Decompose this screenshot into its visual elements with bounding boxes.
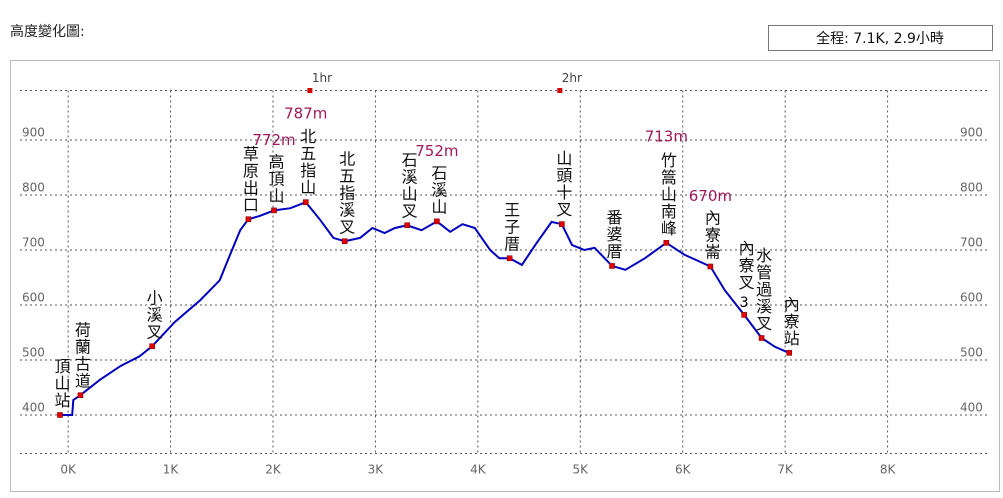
- waypoint-name: 石溪山: [428, 164, 447, 215]
- y-tick-label-right: 700: [960, 236, 983, 250]
- waypoint-marker: [341, 238, 348, 244]
- y-tick-label: 800: [22, 181, 45, 195]
- x-tick-label: 7K: [777, 463, 794, 477]
- summary-box: [768, 25, 993, 51]
- waypoint-marker: [245, 216, 252, 222]
- waypoint-note: 3: [740, 295, 749, 311]
- hour-label: 1hr: [312, 71, 332, 85]
- waypoint-marker: [559, 221, 565, 227]
- chart-frame: [10, 60, 1000, 492]
- waypoint-name: 北五指溪叉: [336, 150, 355, 235]
- waypoint-marker: [609, 263, 615, 269]
- x-tick-label: 6K: [675, 463, 692, 477]
- waypoint-marker: [707, 263, 714, 270]
- y-tick-label-right: 400: [960, 401, 983, 415]
- elevation-label: 713m: [645, 127, 688, 145]
- x-tick-label: 8K: [880, 463, 897, 477]
- x-tick-label: 1K: [163, 463, 180, 477]
- waypoint-name: 竹篙山南峰: [658, 152, 677, 237]
- waypoint-marker: [434, 218, 440, 225]
- waypoint-name: 荷蘭古道: [72, 321, 91, 389]
- elevation-label: 772m: [252, 131, 295, 149]
- x-tick-label: 0K: [60, 463, 77, 477]
- waypoint-name: 小溪叉: [144, 289, 163, 340]
- waypoint-name: 頂山站: [51, 358, 70, 409]
- header-title: 高度變化圖:: [10, 23, 85, 40]
- x-tick-label: 3K: [368, 463, 385, 477]
- waypoint-marker: [741, 312, 747, 318]
- y-tick-label: 400: [22, 401, 45, 415]
- y-tick-label-right: 800: [960, 181, 983, 195]
- waypoint-name: 山頭十叉: [553, 150, 572, 218]
- hour-marker: [307, 88, 313, 93]
- summary: 全程: 7.1K, 2.9小時: [816, 30, 944, 47]
- waypoint-name: 王子厝: [501, 201, 520, 252]
- waypoint-name: 草原出口: [240, 145, 259, 213]
- waypoint-marker: [149, 343, 155, 350]
- waypoint-marker: [404, 222, 410, 229]
- x-tick-label: 4K: [470, 463, 487, 477]
- y-tick-label: 900: [22, 126, 45, 140]
- waypoint-name: 番婆厝: [604, 209, 623, 260]
- waypoint-marker: [506, 255, 513, 262]
- elevation-label: 670m: [689, 187, 732, 205]
- y-tick-label: 600: [22, 291, 45, 305]
- waypoint-marker: [271, 207, 277, 214]
- waypoint-marker: [663, 240, 670, 246]
- y-tick-label: 500: [22, 346, 45, 360]
- hour-marker: [557, 88, 563, 93]
- elevation-label: 787m: [284, 105, 327, 123]
- waypoint-name: 水管過溪叉: [753, 247, 772, 332]
- waypoint-marker: [77, 392, 84, 399]
- elevation-line: [59, 201, 790, 416]
- y-tick-label: 700: [22, 236, 45, 250]
- waypoint-name: 內寮站: [781, 296, 800, 347]
- waypoint-name: 石溪山叉: [399, 151, 418, 219]
- waypoint-name: 高頂山: [266, 153, 285, 204]
- waypoint-name: 內寮叉: [736, 240, 755, 291]
- waypoint-marker: [758, 335, 765, 341]
- waypoint-name: 內寮崙: [702, 210, 721, 261]
- waypoint-marker: [786, 350, 793, 356]
- x-tick-label: 5K: [573, 463, 590, 477]
- waypoint-name: 北五指山: [297, 128, 316, 196]
- elevation-label: 752m: [415, 142, 458, 160]
- y-tick-label-right: 900: [960, 126, 983, 140]
- waypoint-marker: [302, 199, 309, 205]
- x-tick-label: 2K: [265, 463, 282, 477]
- hour-label: 2hr: [562, 71, 582, 85]
- y-tick-label-right: 600: [960, 291, 983, 305]
- waypoint-marker: [57, 412, 63, 418]
- y-tick-label-right: 500: [960, 346, 983, 360]
